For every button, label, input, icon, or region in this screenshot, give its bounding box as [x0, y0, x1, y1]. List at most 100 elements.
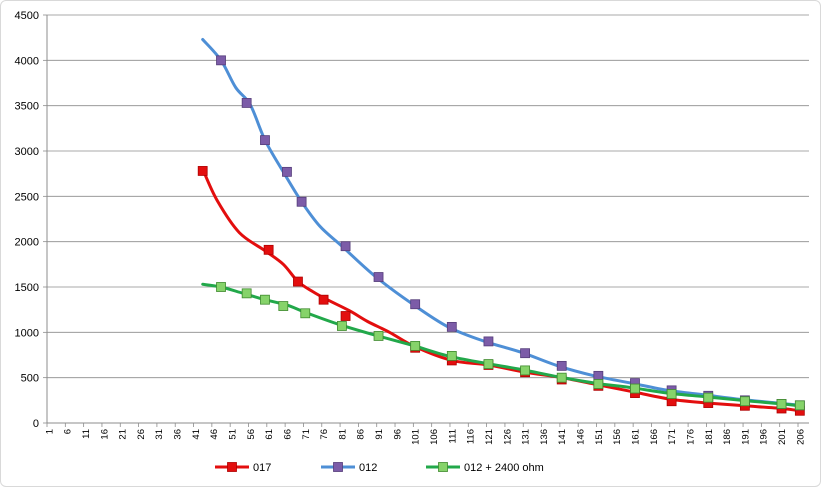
x-tick-label: 121 [484, 429, 495, 445]
data-point [263, 244, 274, 255]
x-tick-label: 96 [392, 429, 403, 440]
data-point [446, 321, 457, 332]
y-tick-label: 0 [33, 418, 39, 430]
x-tick-label: 16 [99, 429, 110, 440]
legend-label: 012 [359, 462, 377, 474]
legend: 017 012 012 + 2400 ohm [215, 462, 544, 474]
x-tick-label: 196 [759, 429, 770, 445]
x-tick-label: 51 [228, 429, 239, 440]
data-point [446, 351, 457, 361]
x-tick-label: 106 [429, 429, 440, 445]
x-tick-label: 101 [411, 429, 422, 445]
data-point [794, 400, 805, 411]
data-point [260, 135, 270, 146]
x-tick-label: 146 [576, 429, 587, 445]
data-point [340, 241, 351, 252]
data-point [337, 321, 347, 331]
data-point [373, 272, 384, 282]
x-tick-label: 126 [502, 429, 513, 445]
data-point [703, 392, 714, 403]
data-point [483, 336, 494, 347]
legend-item: 012 [321, 462, 377, 474]
series-line [201, 167, 802, 413]
y-tick-label: 4500 [15, 10, 39, 22]
y-tick-label: 2500 [15, 191, 39, 203]
x-tick-label: 86 [356, 429, 367, 440]
data-point [282, 166, 292, 177]
y-tick-label: 2000 [15, 237, 39, 249]
x-tick-label: 56 [246, 429, 257, 440]
series-group [197, 38, 805, 416]
data-point [197, 166, 208, 176]
data-point [556, 372, 567, 383]
data-point [241, 288, 252, 299]
x-tick-label: 206 [795, 429, 806, 445]
x-tick-label: 61 [264, 429, 275, 440]
series-1 [201, 38, 805, 411]
legend-item: 017 [215, 462, 271, 474]
data-point [216, 55, 226, 66]
x-tick-label: 71 [301, 429, 312, 440]
data-point [216, 282, 226, 292]
x-tick-label: 201 [777, 429, 788, 445]
data-point [593, 370, 604, 381]
data-point [776, 399, 787, 409]
x-tick-label: 191 [740, 429, 751, 445]
x-tick-label: 111 [447, 429, 458, 443]
data-point [739, 396, 750, 407]
x-tick-label: 156 [612, 429, 623, 445]
x-tick-label: 76 [319, 429, 330, 440]
data-point [666, 389, 677, 399]
x-tick-label: 26 [136, 429, 147, 440]
x-tick-label: 31 [154, 429, 165, 440]
data-point [300, 308, 311, 319]
data-point [278, 301, 289, 311]
x-tick-label: 21 [118, 429, 129, 440]
axes [43, 14, 809, 427]
y-tick-label: 1000 [15, 327, 39, 339]
data-point [318, 294, 329, 305]
x-tick-label: 136 [539, 429, 550, 445]
y-tick-label: 4000 [15, 55, 39, 67]
x-tick-label: 181 [704, 429, 715, 445]
data-point [296, 196, 307, 207]
data-point [593, 379, 604, 389]
data-point [293, 276, 303, 287]
x-tick-label: 141 [557, 429, 568, 445]
y-tick-label: 500 [21, 373, 39, 385]
x-axis-tick-labels: 1 6 11 16 21 26 31 36 41 46 51 56 61 66 71 76 81 86 91 96 10… [44, 429, 806, 445]
x-tick-label: 36 [173, 429, 184, 440]
x-tick-label: 6 [63, 429, 74, 434]
x-tick-label: 166 [649, 429, 660, 445]
y-tick-label: 3000 [15, 146, 39, 158]
data-point [340, 311, 351, 321]
x-tick-label: 176 [685, 429, 696, 445]
legend-marker [333, 462, 343, 472]
data-point [520, 365, 530, 376]
data-point [630, 383, 640, 394]
gridlines [47, 14, 809, 379]
x-tick-label: 41 [191, 429, 202, 440]
x-tick-label: 151 [594, 429, 605, 445]
y-axis-tick-labels: 0 500 1000 1500 2000 2500 3000 3500 4000 4500 [15, 10, 39, 430]
x-tick-label: 11 [81, 429, 92, 439]
legend-label: 012 + 2400 ohm [464, 462, 544, 474]
series-line [201, 38, 802, 407]
data-point [410, 299, 421, 310]
x-tick-label: 116 [466, 429, 477, 444]
legend-marker [438, 462, 448, 472]
x-tick-label: 1 [44, 429, 55, 434]
x-tick-label: 131 [521, 429, 532, 445]
legend-item: 012 + 2400 ohm [426, 462, 544, 474]
data-point [556, 360, 567, 371]
data-point [373, 331, 384, 341]
x-tick-label: 186 [722, 429, 733, 445]
legend-marker [227, 462, 237, 472]
y-tick-label: 3500 [15, 101, 39, 113]
data-point [520, 348, 530, 359]
data-point [410, 341, 421, 351]
x-tick-label: 161 [630, 429, 641, 445]
data-point [241, 98, 252, 108]
